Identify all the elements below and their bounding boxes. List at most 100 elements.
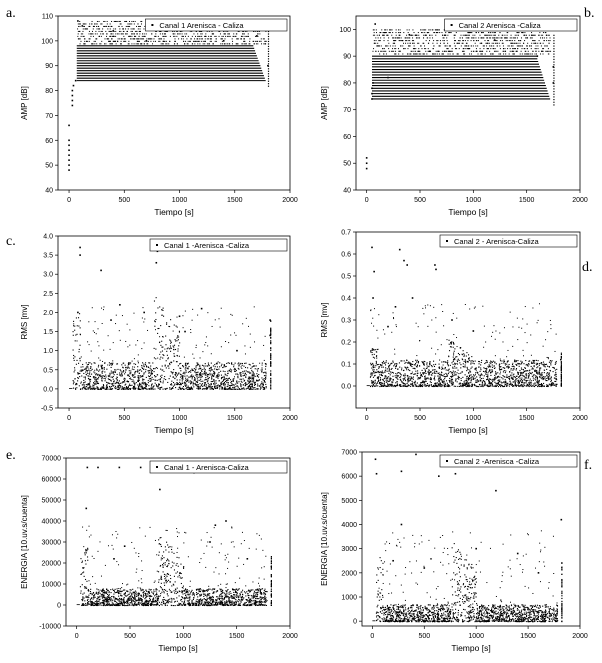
y-axis-label: ENERGIA [10.uv.s/cuenta] (320, 492, 329, 586)
panel-label-d: d. (582, 260, 593, 275)
y-tick-label: 1000 (341, 595, 357, 602)
legend-box (145, 18, 288, 32)
dense-data-band (372, 530, 563, 623)
data-point (86, 466, 89, 469)
plot-frame (57, 235, 291, 409)
data-point (269, 334, 271, 337)
x-axis-label: Tiempo [s] (154, 207, 193, 217)
x-tick-label: 2000 (572, 415, 588, 422)
x-tick-label: 2000 (282, 197, 298, 204)
x-axis-label: Tiempo [s] (448, 207, 487, 217)
x-axis-label: Tiempo [s] (158, 643, 197, 653)
x-tick-label: 0 (365, 415, 369, 422)
data-point (552, 66, 555, 68)
y-axis-label: RMS [mv] (20, 304, 29, 339)
data-point (145, 40, 148, 42)
x-tick-label: 500 (414, 197, 426, 204)
y-tick-label: 20000 (42, 561, 62, 568)
y-tick-label: 3.0 (43, 272, 53, 279)
data-point (387, 325, 389, 328)
x-tick-label: 2000 (572, 633, 588, 640)
data-point (373, 270, 375, 273)
legend-label: Canal 2 -Arenisca -Caliza (454, 457, 540, 466)
legend-label: Canal 1 Arenisca - Caliza (159, 21, 244, 30)
data-point (392, 559, 394, 562)
x-tick-label: 1500 (227, 415, 243, 422)
y-tick-label: 1.5 (43, 329, 53, 336)
data-point (118, 466, 121, 469)
data-point (71, 99, 74, 102)
data-point (495, 489, 497, 492)
data-point (371, 92, 373, 95)
data-point (365, 157, 368, 159)
data-point (143, 311, 145, 314)
legend-marker (446, 240, 448, 242)
y-tick-label: 80 (343, 80, 351, 87)
data-point (85, 507, 88, 510)
data-point (472, 330, 475, 332)
x-tick-label: 1000 (176, 633, 192, 640)
x-tick-label: 0 (370, 633, 374, 640)
x-tick-label: 1000 (466, 415, 482, 422)
data-point (394, 306, 397, 308)
data-point (400, 523, 403, 526)
data-point (74, 79, 77, 82)
y-tick-label: 70 (343, 107, 351, 114)
y-tick-label: 70000 (42, 456, 62, 463)
data-point (537, 572, 540, 574)
x-tick-label: 1000 (466, 197, 482, 204)
x-tick-label: 0 (75, 633, 79, 640)
x-tick-label: 2000 (282, 633, 298, 640)
y-tick-label: 0.0 (43, 386, 53, 393)
x-axis-label: Tiempo [s] (451, 643, 490, 653)
y-tick-label: 2.5 (43, 291, 53, 298)
data-point (411, 297, 414, 299)
data-point (371, 87, 373, 90)
legend-marker (156, 244, 158, 246)
data-point (451, 319, 453, 321)
y-tick-label: 40 (45, 188, 53, 195)
x-tick-label: 1500 (227, 197, 243, 204)
chart-e-energia-canal1: 0 500 1000 1500 2000 -10000 0 10000 20000 30000 40… (20, 456, 298, 654)
x-tick-label: 1500 (229, 633, 245, 640)
y-tick-label: 50000 (42, 498, 62, 505)
y-tick-label: 0.5 (43, 367, 53, 374)
data-point (68, 144, 70, 147)
data-point (123, 545, 126, 547)
data-point (415, 453, 417, 456)
data-point (371, 98, 373, 100)
chart-b-amp-canal2: 0 500 1000 1500 2000 40 50 60 70 80 90 100 Tiempo [s… (320, 15, 588, 217)
data-point (372, 82, 374, 84)
y-tick-label: 0.1 (341, 362, 351, 369)
data-point (68, 154, 70, 156)
data-point (493, 39, 496, 41)
data-point (209, 541, 211, 543)
dense-data-band (76, 20, 270, 87)
data-point (139, 466, 142, 469)
data-point (403, 259, 405, 262)
data-point (77, 311, 79, 314)
plot-frame (57, 15, 291, 191)
data-point (406, 264, 408, 266)
legend-box (444, 18, 578, 32)
chart-c-rms-canal1: 0 500 1000 1500 2000 -0.5 0.0 0.5 1.0 1.5 2.0 2.5 3.… (20, 234, 298, 436)
data-point (97, 466, 99, 469)
data-point (71, 104, 74, 107)
data-point (371, 246, 373, 249)
y-tick-label: 90 (343, 54, 351, 61)
y-tick-label: -10000 (39, 624, 61, 631)
data-point (110, 319, 112, 321)
y-tick-label: 90 (45, 63, 53, 70)
data-point (71, 94, 74, 97)
chart-f-energia-canal2: 0 500 1000 1500 2000 0 1000 2000 3000 4000 5000 600… (320, 450, 588, 654)
x-tick-label: 1500 (519, 197, 535, 204)
data-point (246, 558, 249, 560)
y-tick-label: 40 (343, 188, 351, 195)
y-tick-label: 0 (57, 603, 61, 610)
legend-marker (450, 24, 453, 26)
dense-data-band (372, 29, 555, 106)
x-tick-label: 500 (118, 197, 130, 204)
y-axis-label: ENERGIA [10.uv.s/cuenta] (20, 495, 29, 589)
data-point (184, 330, 186, 333)
y-tick-label: 60000 (42, 477, 62, 484)
